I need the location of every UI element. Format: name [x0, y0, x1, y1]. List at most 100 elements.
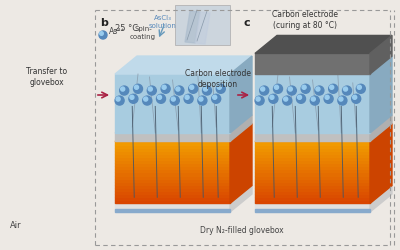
Polygon shape — [230, 186, 252, 212]
Circle shape — [296, 94, 306, 103]
Circle shape — [99, 31, 107, 39]
Polygon shape — [115, 151, 230, 154]
Polygon shape — [185, 11, 200, 43]
Circle shape — [287, 86, 296, 95]
Circle shape — [158, 95, 162, 99]
Circle shape — [269, 94, 278, 103]
Circle shape — [288, 87, 292, 91]
Polygon shape — [115, 148, 230, 151]
Polygon shape — [255, 56, 392, 74]
Polygon shape — [115, 163, 230, 166]
Circle shape — [353, 95, 357, 99]
Circle shape — [100, 32, 103, 35]
Circle shape — [204, 87, 208, 91]
Circle shape — [256, 97, 260, 101]
Circle shape — [115, 96, 124, 105]
Polygon shape — [370, 124, 392, 204]
Polygon shape — [370, 56, 392, 133]
Circle shape — [213, 95, 217, 99]
Polygon shape — [230, 124, 252, 204]
Polygon shape — [255, 133, 370, 141]
Circle shape — [130, 95, 134, 99]
Polygon shape — [255, 115, 392, 133]
Polygon shape — [255, 200, 370, 203]
Polygon shape — [255, 176, 370, 179]
Circle shape — [170, 96, 179, 105]
Polygon shape — [115, 204, 230, 212]
Bar — [175, 5, 230, 45]
Text: AsCl₃
solution: AsCl₃ solution — [149, 15, 177, 28]
Polygon shape — [255, 154, 370, 157]
Circle shape — [217, 85, 221, 89]
Polygon shape — [255, 182, 370, 185]
Polygon shape — [115, 74, 230, 133]
Circle shape — [184, 94, 193, 103]
Polygon shape — [255, 166, 370, 170]
Polygon shape — [255, 148, 370, 151]
Polygon shape — [230, 115, 252, 141]
Polygon shape — [255, 144, 370, 148]
Circle shape — [120, 86, 129, 95]
Text: c: c — [244, 18, 251, 28]
Circle shape — [316, 87, 320, 91]
Circle shape — [274, 85, 278, 89]
Text: Carbon electrode
(curing at 80 °C): Carbon electrode (curing at 80 °C) — [272, 10, 338, 30]
Polygon shape — [230, 56, 252, 133]
Polygon shape — [255, 197, 370, 200]
Polygon shape — [255, 210, 370, 212]
Text: Air: Air — [10, 221, 22, 230]
Circle shape — [143, 96, 152, 105]
Polygon shape — [115, 133, 230, 141]
Polygon shape — [255, 157, 370, 160]
Polygon shape — [115, 160, 230, 163]
Circle shape — [121, 87, 125, 91]
Circle shape — [352, 94, 361, 103]
Circle shape — [344, 87, 348, 91]
Polygon shape — [255, 172, 370, 176]
Polygon shape — [115, 144, 230, 148]
Circle shape — [216, 84, 225, 93]
Circle shape — [356, 84, 365, 93]
Polygon shape — [115, 172, 230, 176]
Text: Carbon electrode
deposition: Carbon electrode deposition — [185, 69, 251, 89]
Circle shape — [283, 96, 292, 105]
Polygon shape — [255, 194, 370, 197]
Polygon shape — [195, 12, 210, 44]
Polygon shape — [115, 170, 230, 172]
Circle shape — [324, 94, 333, 103]
Circle shape — [302, 85, 306, 89]
Polygon shape — [115, 124, 252, 142]
Circle shape — [148, 87, 152, 91]
Text: Transfer to
glovebox: Transfer to glovebox — [26, 67, 68, 87]
Polygon shape — [115, 188, 230, 191]
Polygon shape — [115, 176, 230, 179]
Circle shape — [329, 84, 338, 93]
Polygon shape — [255, 36, 392, 54]
Polygon shape — [255, 124, 392, 142]
Circle shape — [315, 86, 324, 95]
Circle shape — [330, 85, 334, 89]
Polygon shape — [115, 166, 230, 170]
Circle shape — [301, 84, 310, 93]
Circle shape — [298, 95, 302, 99]
Polygon shape — [115, 191, 230, 194]
Circle shape — [274, 84, 282, 93]
Polygon shape — [115, 154, 230, 157]
Circle shape — [202, 86, 212, 95]
Circle shape — [176, 87, 180, 91]
Circle shape — [185, 95, 189, 99]
Polygon shape — [255, 163, 370, 166]
Polygon shape — [370, 115, 392, 141]
Polygon shape — [115, 182, 230, 185]
Circle shape — [311, 97, 315, 101]
Circle shape — [325, 95, 329, 99]
Polygon shape — [255, 191, 370, 194]
Polygon shape — [115, 56, 252, 74]
Polygon shape — [255, 151, 370, 154]
Circle shape — [190, 85, 194, 89]
Polygon shape — [255, 188, 370, 191]
Polygon shape — [115, 157, 230, 160]
Polygon shape — [115, 142, 230, 144]
Circle shape — [129, 94, 138, 103]
Circle shape — [144, 97, 148, 101]
